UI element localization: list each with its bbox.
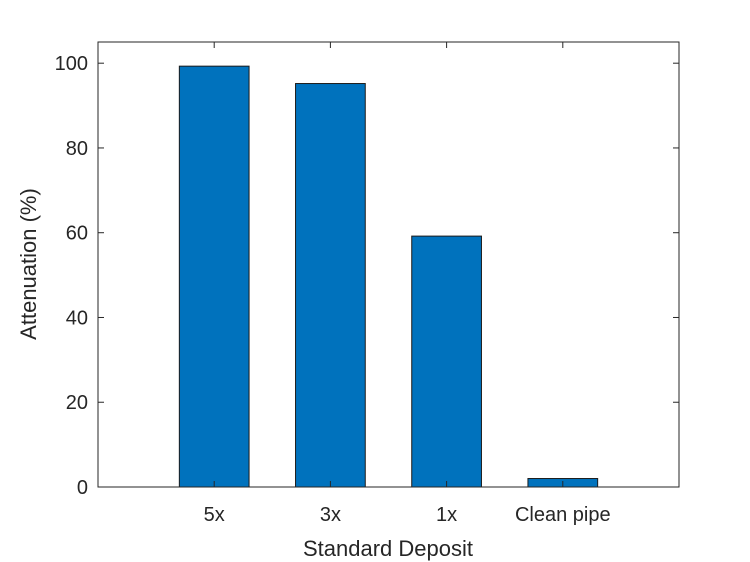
x-axis-ticks: 5x 3x 1x Clean pipe xyxy=(204,42,611,526)
x-tick-label: 1x xyxy=(436,504,457,526)
x-axis-title: Standard Deposit xyxy=(303,536,473,561)
bar-5x xyxy=(178,65,250,488)
x-tick-label: 3x xyxy=(320,504,341,526)
bar-3x xyxy=(295,83,366,488)
y-tick-label: 40 xyxy=(66,307,88,329)
y-tick-label: 0 xyxy=(77,477,88,499)
y-tick-label: 100 xyxy=(55,53,88,75)
y-tick-label: 20 xyxy=(66,392,88,414)
bar-1x xyxy=(411,235,482,488)
x-tick-label: 5x xyxy=(204,504,225,526)
bars xyxy=(178,65,599,488)
y-axis-ticks: 0 20 40 60 80 100 xyxy=(55,53,679,499)
plot-frame xyxy=(97,41,680,488)
y-tick-label: 80 xyxy=(66,138,88,160)
y-axis-title: Attenuation (%) xyxy=(16,188,41,340)
y-tick-label: 60 xyxy=(66,223,88,245)
x-tick-label: Clean pipe xyxy=(515,504,611,526)
